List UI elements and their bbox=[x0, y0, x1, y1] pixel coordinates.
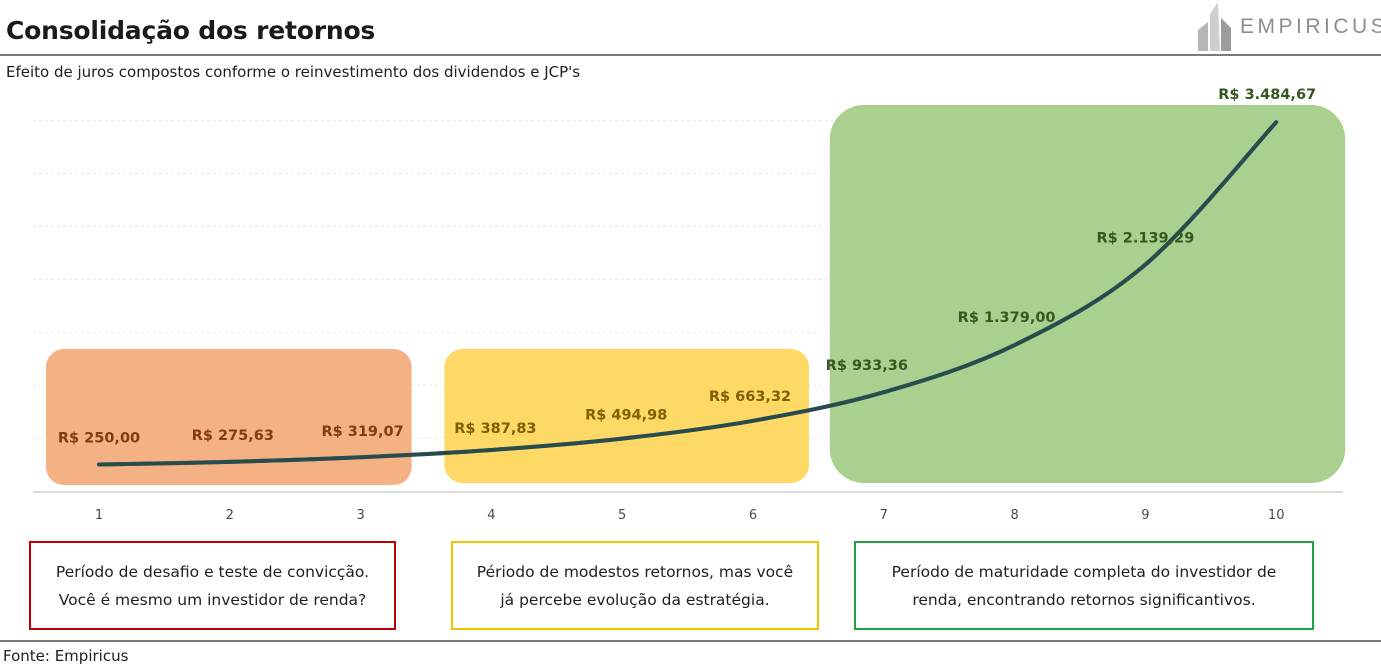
data-label: R$ 319,07 bbox=[321, 424, 403, 440]
title-divider bbox=[0, 54, 1381, 56]
x-tick-label: 10 bbox=[1268, 508, 1285, 523]
data-label: R$ 1.379,00 bbox=[958, 310, 1056, 326]
brand-name: EMPIRICUS bbox=[1240, 15, 1381, 38]
note-phase-2-line-2: já percebe evolução da estratégia. bbox=[500, 590, 770, 609]
phase-2-highlight bbox=[444, 349, 809, 483]
note-phase-2-line-1: Périodo de modestos retornos, mas você bbox=[476, 562, 794, 581]
note-phase-1-line-2: Você é mesmo um investidor de renda? bbox=[58, 590, 367, 609]
x-tick-label: 4 bbox=[487, 508, 495, 523]
x-tick-label: 1 bbox=[95, 508, 103, 523]
compound-returns-chart: 1 2 3 4 5 6 7 8 9 10 R$ 250,00 R$ 275,63 R$ 319,07 R… bbox=[33, 87, 1346, 523]
x-tick-label: 2 bbox=[226, 508, 234, 523]
chart-subtitle: Efeito de juros compostos conforme o rei… bbox=[6, 63, 581, 81]
note-phase-3: Período de maturidade completa do invest… bbox=[854, 541, 1314, 630]
x-tick-label: 8 bbox=[1010, 508, 1018, 523]
note-phase-1-line-1: Período de desafio e teste de convicção. bbox=[55, 562, 370, 581]
data-label: R$ 275,63 bbox=[192, 428, 274, 444]
data-label: R$ 2.139,29 bbox=[1096, 231, 1194, 247]
source-note: Fonte: Empiricus bbox=[3, 647, 129, 665]
data-label: R$ 250,00 bbox=[58, 431, 140, 447]
phase-3-highlight bbox=[829, 105, 1346, 483]
data-label: R$ 387,83 bbox=[454, 421, 536, 437]
series-line bbox=[97, 120, 1279, 467]
data-label: R$ 933,36 bbox=[826, 358, 908, 374]
note-phase-2: Périodo de modestos retornos, mas você já… bbox=[451, 541, 819, 630]
note-phase-3-line-2: renda, encontrando retornos significanti… bbox=[912, 590, 1256, 609]
x-tick-label: 3 bbox=[356, 508, 364, 523]
data-label: R$ 3.484,67 bbox=[1218, 87, 1316, 103]
x-tick-label: 7 bbox=[880, 508, 888, 523]
data-label: R$ 494,98 bbox=[585, 408, 667, 424]
data-label: R$ 663,32 bbox=[709, 389, 791, 405]
note-phase-3-line-1: Período de maturidade completa do invest… bbox=[891, 562, 1277, 581]
note-phase-1: Período de desafio e teste de convicção.… bbox=[29, 541, 396, 630]
empiricus-building-icon bbox=[1198, 2, 1231, 51]
phase-1-highlight bbox=[46, 349, 412, 485]
x-tick-label: 6 bbox=[749, 508, 757, 523]
brand-logo: EMPIRICUS bbox=[1194, 2, 1381, 52]
footer-divider bbox=[0, 640, 1381, 642]
page-title: Consolidação dos retornos bbox=[6, 16, 376, 45]
x-tick-label: 9 bbox=[1141, 508, 1149, 523]
x-tick-label: 5 bbox=[618, 508, 626, 523]
